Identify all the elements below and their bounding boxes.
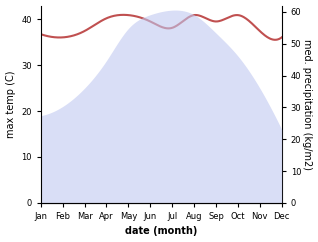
Y-axis label: max temp (C): max temp (C) xyxy=(5,70,16,138)
Y-axis label: med. precipitation (kg/m2): med. precipitation (kg/m2) xyxy=(302,39,313,170)
X-axis label: date (month): date (month) xyxy=(125,227,197,236)
